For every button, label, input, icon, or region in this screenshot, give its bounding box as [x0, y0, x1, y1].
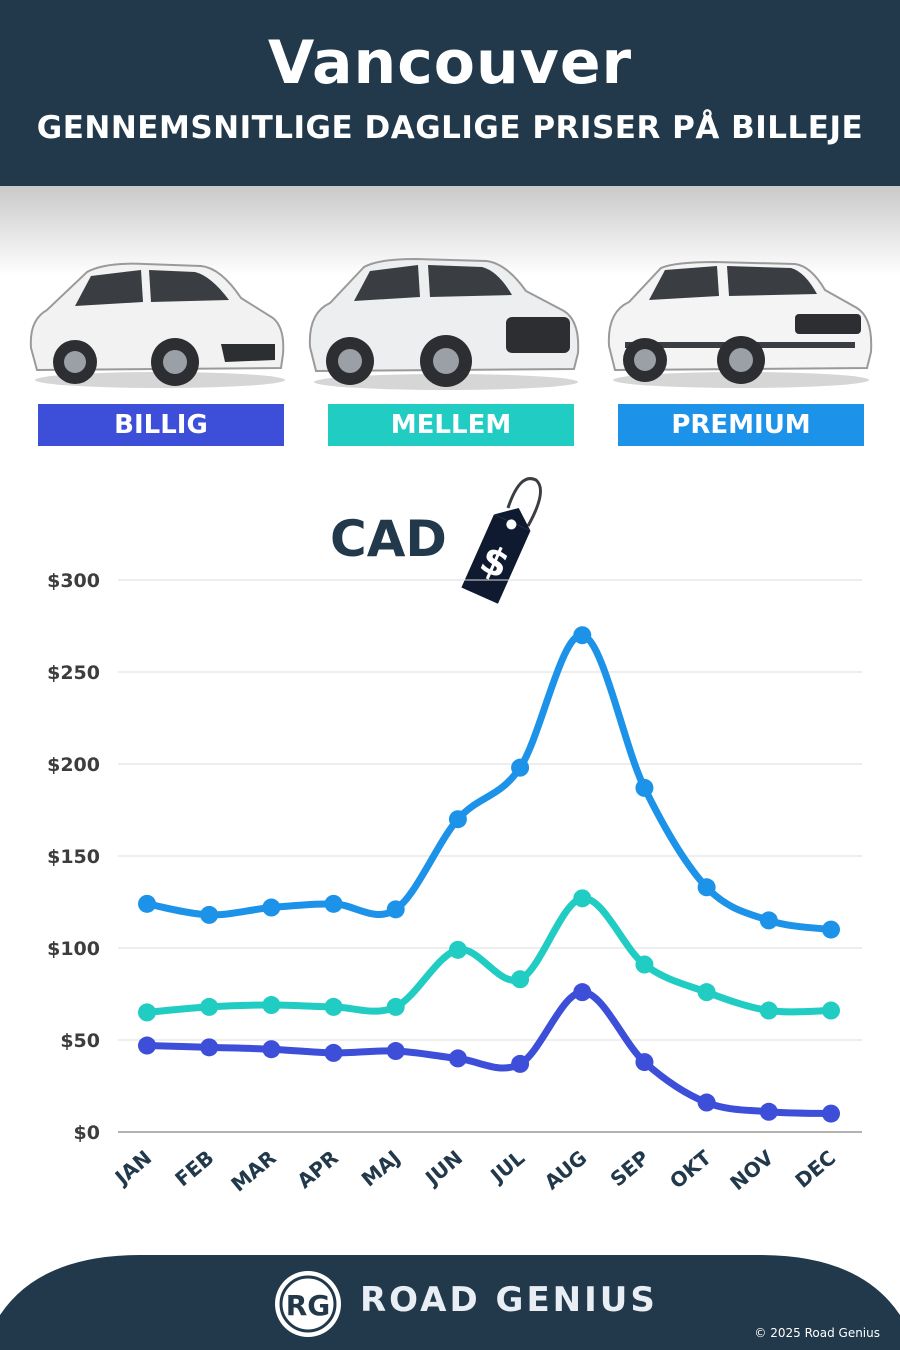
data-point-billig — [262, 1040, 281, 1059]
data-point-premium — [759, 911, 778, 930]
data-point-billig — [200, 1038, 219, 1057]
legend-billig: BILLIG — [38, 404, 284, 446]
data-point-mellem — [511, 970, 530, 989]
data-point-mellem — [262, 996, 281, 1015]
y-tick-label: $150 — [47, 846, 100, 868]
legend-billig-label: BILLIG — [114, 410, 208, 440]
currency-label: CAD — [330, 510, 447, 568]
x-tick-label: MAR — [226, 1145, 280, 1196]
data-point-mellem — [822, 1001, 840, 1020]
data-point-billig — [635, 1053, 654, 1072]
data-point-billig — [697, 1093, 716, 1112]
data-point-billig — [822, 1104, 840, 1123]
data-point-mellem — [200, 997, 219, 1016]
data-point-premium — [200, 905, 219, 924]
footer — [0, 1255, 900, 1350]
x-tick-label: OKT — [665, 1145, 716, 1193]
data-point-premium — [324, 894, 343, 913]
price-tag-icon: $ — [461, 477, 542, 604]
copyright: © 2025 Road Genius — [754, 1326, 880, 1340]
brand-name: ROAD GENIUS — [360, 1280, 658, 1320]
x-tick-label: NOV — [725, 1145, 778, 1195]
series-line-billig — [143, 988, 835, 1118]
road-genius-logo-icon: RG — [275, 1271, 341, 1337]
x-tick-label: JAN — [109, 1145, 156, 1190]
x-tick-label: APR — [292, 1145, 342, 1193]
data-point-premium — [822, 920, 840, 939]
y-tick-label: $100 — [47, 938, 100, 960]
data-point-billig — [386, 1042, 405, 1061]
x-tick-label: FEB — [170, 1145, 218, 1191]
legend-mellem: MELLEM — [328, 404, 574, 446]
legend-premium: PREMIUM — [618, 404, 864, 446]
page-subtitle: GENNEMSNITLIGE DAGLIGE PRISER PÅ BILLEJE — [36, 110, 864, 146]
data-point-premium — [697, 878, 716, 897]
page-title: Vancouver — [267, 28, 633, 98]
data-point-premium — [138, 894, 156, 913]
series-line-premium — [143, 631, 835, 934]
y-tick-label: $300 — [47, 570, 100, 592]
data-point-mellem — [448, 940, 467, 959]
data-point-mellem — [635, 955, 654, 974]
header: Vancouver GENNEMSNITLIGE DAGLIGE PRISER … — [0, 0, 900, 186]
data-point-billig — [324, 1043, 343, 1062]
data-point-billig — [448, 1049, 467, 1068]
data-point-premium — [448, 810, 467, 829]
data-point-billig — [511, 1054, 530, 1073]
x-axis: JAN FEB MAR APR MAJ JUN JUL AUG SEP OKT NOV DEC — [109, 1145, 840, 1196]
data-point-mellem — [138, 1003, 156, 1022]
x-tick-label: SEP — [606, 1145, 654, 1191]
data-point-mellem — [697, 983, 716, 1002]
y-tick-label: $0 — [74, 1122, 100, 1144]
y-tick-label: $200 — [47, 754, 100, 776]
legend-mellem-label: MELLEM — [390, 410, 512, 440]
premium-suv-car-icon — [607, 260, 873, 388]
x-tick-label: JUN — [419, 1145, 467, 1191]
data-point-mellem — [573, 889, 592, 908]
x-tick-label: DEC — [790, 1145, 840, 1192]
x-tick-label: JUL — [484, 1145, 529, 1188]
data-point-mellem — [759, 1001, 778, 1020]
logo-text: RG — [286, 1289, 331, 1322]
y-tick-label: $50 — [60, 1030, 100, 1052]
x-tick-label: AUG — [540, 1145, 592, 1194]
line-chart: $0 $50 $100 $150 $200 $250 $300 JAN FEB MAR APR MA… — [47, 570, 862, 1196]
data-point-billig — [573, 983, 592, 1002]
data-point-premium — [262, 898, 281, 917]
chart-grid — [118, 579, 862, 1133]
data-point-mellem — [324, 997, 343, 1016]
series-lines — [143, 631, 835, 1118]
data-point-mellem — [386, 997, 405, 1016]
data-point-billig — [759, 1102, 778, 1121]
suv-car-icon — [308, 257, 580, 390]
hatchback-car-icon — [29, 262, 285, 388]
data-point-premium — [511, 758, 530, 777]
legend-premium-label: PREMIUM — [671, 410, 811, 440]
x-tick-label: MAJ — [357, 1145, 405, 1191]
data-point-premium — [386, 900, 405, 919]
series-points — [138, 626, 840, 1123]
series-line-mellem — [143, 894, 835, 1016]
data-point-premium — [573, 626, 592, 645]
data-point-premium — [635, 778, 654, 797]
data-point-billig — [138, 1036, 156, 1055]
y-axis: $0 $50 $100 $150 $200 $250 $300 — [47, 570, 100, 1144]
y-tick-label: $250 — [47, 662, 100, 684]
